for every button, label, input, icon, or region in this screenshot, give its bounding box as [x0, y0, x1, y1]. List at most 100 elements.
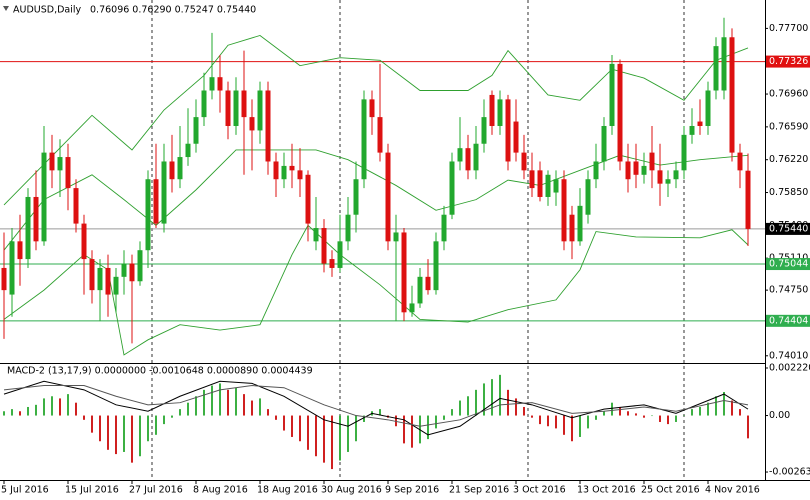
histogram-bar	[307, 415, 309, 450]
histogram-bar	[627, 411, 629, 416]
candle-body	[49, 152, 55, 171]
histogram-bar	[299, 415, 301, 442]
candle-body	[241, 90, 247, 118]
histogram-bar	[603, 411, 605, 416]
candle-body	[57, 157, 63, 171]
candle-body	[513, 121, 519, 153]
candle-body	[425, 276, 431, 291]
candle-body	[113, 276, 119, 295]
histogram-bar	[259, 398, 261, 416]
x-tick-label: 18 Aug 2016	[257, 485, 318, 496]
candle-body	[553, 179, 559, 193]
histogram-bar	[107, 415, 109, 450]
histogram-bar	[227, 389, 229, 416]
bollinger-upper	[3, 34, 749, 206]
candle-body	[729, 37, 735, 153]
y-tick-label: -0.002638	[769, 467, 810, 478]
candle-body	[193, 117, 199, 144]
candle-body	[225, 90, 231, 126]
candle-body	[705, 90, 711, 126]
candle-body	[745, 170, 751, 229]
histogram-bar	[323, 415, 325, 463]
candle-body	[313, 228, 319, 242]
histogram-bar	[555, 415, 557, 429]
y-tick-label: 0.74750	[769, 285, 808, 296]
histogram-bar	[651, 415, 653, 417]
candle-body	[97, 267, 103, 291]
candle-body	[369, 99, 375, 118]
x-tick-label: 30 Aug 2016	[321, 485, 382, 496]
bollinger-middle	[3, 149, 749, 251]
histogram-bar	[155, 415, 157, 435]
y-tick-label: 0.75850	[769, 187, 808, 198]
candle-body	[345, 214, 351, 242]
histogram-bar	[11, 409, 13, 416]
level-label: 0.75440	[769, 223, 808, 234]
signal-line	[3, 385, 749, 427]
candle-body	[17, 241, 23, 260]
histogram-bar	[3, 411, 5, 416]
candle-body	[393, 232, 399, 242]
histogram-bar	[147, 415, 149, 442]
candle-body	[265, 90, 271, 162]
histogram-bar	[739, 409, 741, 416]
candle-body	[433, 241, 439, 291]
candle-body	[361, 99, 367, 180]
histogram-bar	[587, 415, 589, 429]
candle-body	[9, 241, 15, 295]
x-tick-label: 25 Oct 2016	[641, 485, 700, 496]
candle-body	[689, 125, 695, 135]
histogram-bar	[515, 398, 517, 416]
level-label-box	[766, 222, 810, 235]
histogram-bar	[267, 409, 269, 416]
histogram-bar	[691, 409, 693, 416]
candle-body	[81, 223, 87, 260]
histogram-bar	[747, 415, 749, 439]
candle-body	[481, 117, 487, 144]
candle-body	[561, 179, 567, 242]
histogram-bar	[347, 415, 349, 452]
histogram-bar	[475, 389, 477, 416]
histogram-bar	[91, 415, 93, 433]
candle-body	[337, 241, 343, 268]
candle-body	[497, 99, 503, 126]
histogram-bar	[339, 415, 341, 461]
histogram-bar	[443, 415, 445, 420]
candle-body	[233, 90, 239, 126]
y-tick-label: 0.76220	[769, 154, 808, 165]
histogram-bar	[131, 415, 133, 463]
candle-body	[609, 63, 615, 126]
histogram-bar	[491, 379, 493, 416]
histogram-bar	[547, 415, 549, 427]
candle-body	[217, 77, 223, 91]
histogram-bar	[235, 387, 237, 416]
candle-body	[321, 228, 327, 264]
histogram-bar	[659, 415, 661, 422]
histogram-bar	[723, 391, 725, 416]
x-tick-label: 4 Nov 2016	[705, 485, 760, 496]
level-label: 0.75044	[769, 259, 808, 270]
candle-body	[665, 179, 671, 184]
x-tick-label: 9 Sep 2016	[385, 485, 439, 496]
candle-body	[473, 143, 479, 171]
candle-body	[529, 170, 535, 189]
histogram-bar	[195, 396, 197, 416]
level-label-box	[766, 258, 810, 271]
candle-body	[593, 161, 599, 180]
candle-body	[33, 196, 39, 242]
histogram-bar	[539, 415, 541, 425]
candle-body	[281, 165, 287, 180]
histogram-bar	[619, 406, 621, 416]
candle-body	[121, 263, 127, 277]
candle-body	[73, 188, 79, 224]
histogram-bar	[275, 415, 277, 420]
histogram-bar	[35, 404, 37, 416]
x-tick-label: 3 Oct 2016	[513, 485, 566, 496]
candle-body	[273, 161, 279, 180]
ohlc-readout: 0.76096 0.76290 0.75247 0.75440	[90, 5, 256, 16]
candle-body	[537, 170, 543, 197]
histogram-bar	[395, 415, 397, 427]
histogram-bar	[731, 400, 733, 416]
x-tick-label: 5 Jul 2016	[1, 485, 49, 496]
